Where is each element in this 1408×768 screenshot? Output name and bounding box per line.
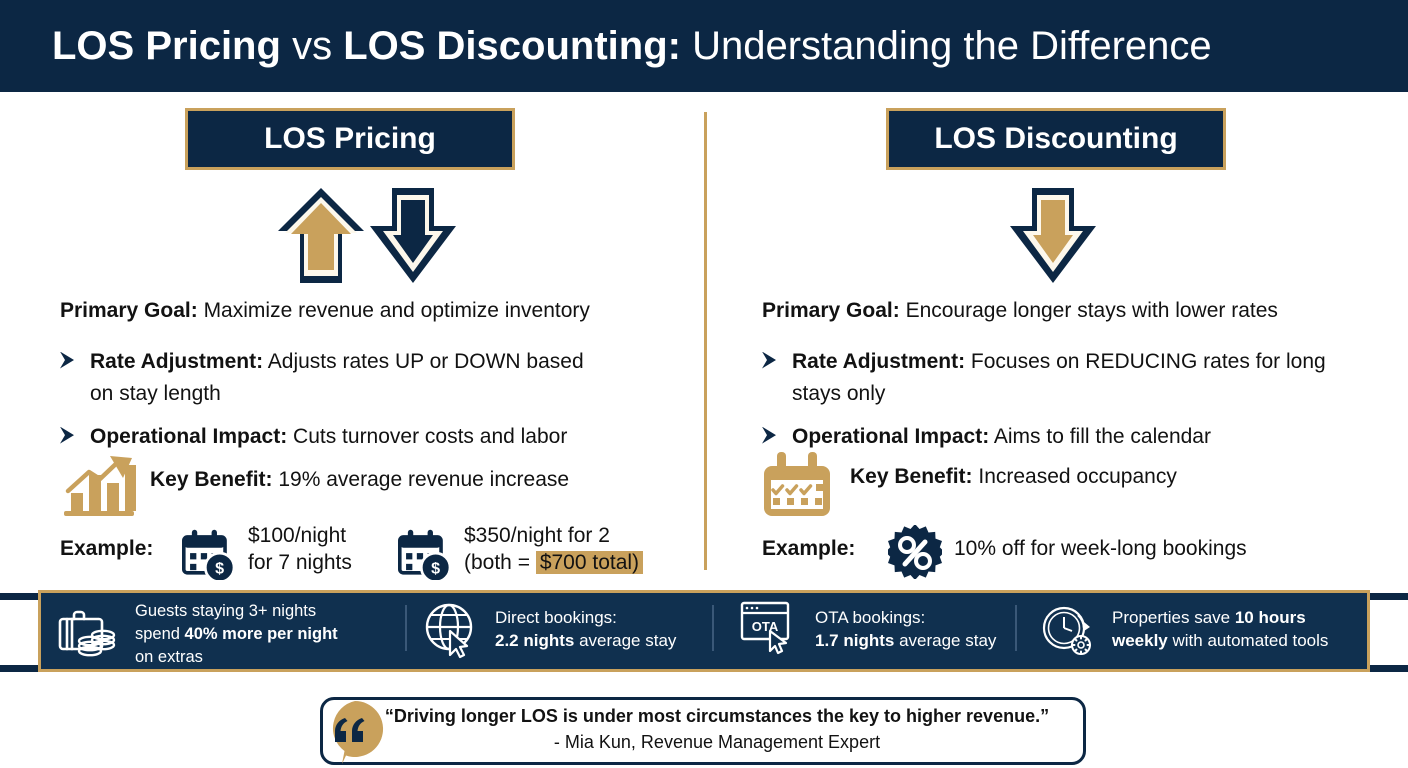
svg-text:OTA: OTA — [752, 619, 779, 634]
svg-text:$: $ — [215, 560, 224, 578]
svg-text:$: $ — [431, 560, 440, 578]
